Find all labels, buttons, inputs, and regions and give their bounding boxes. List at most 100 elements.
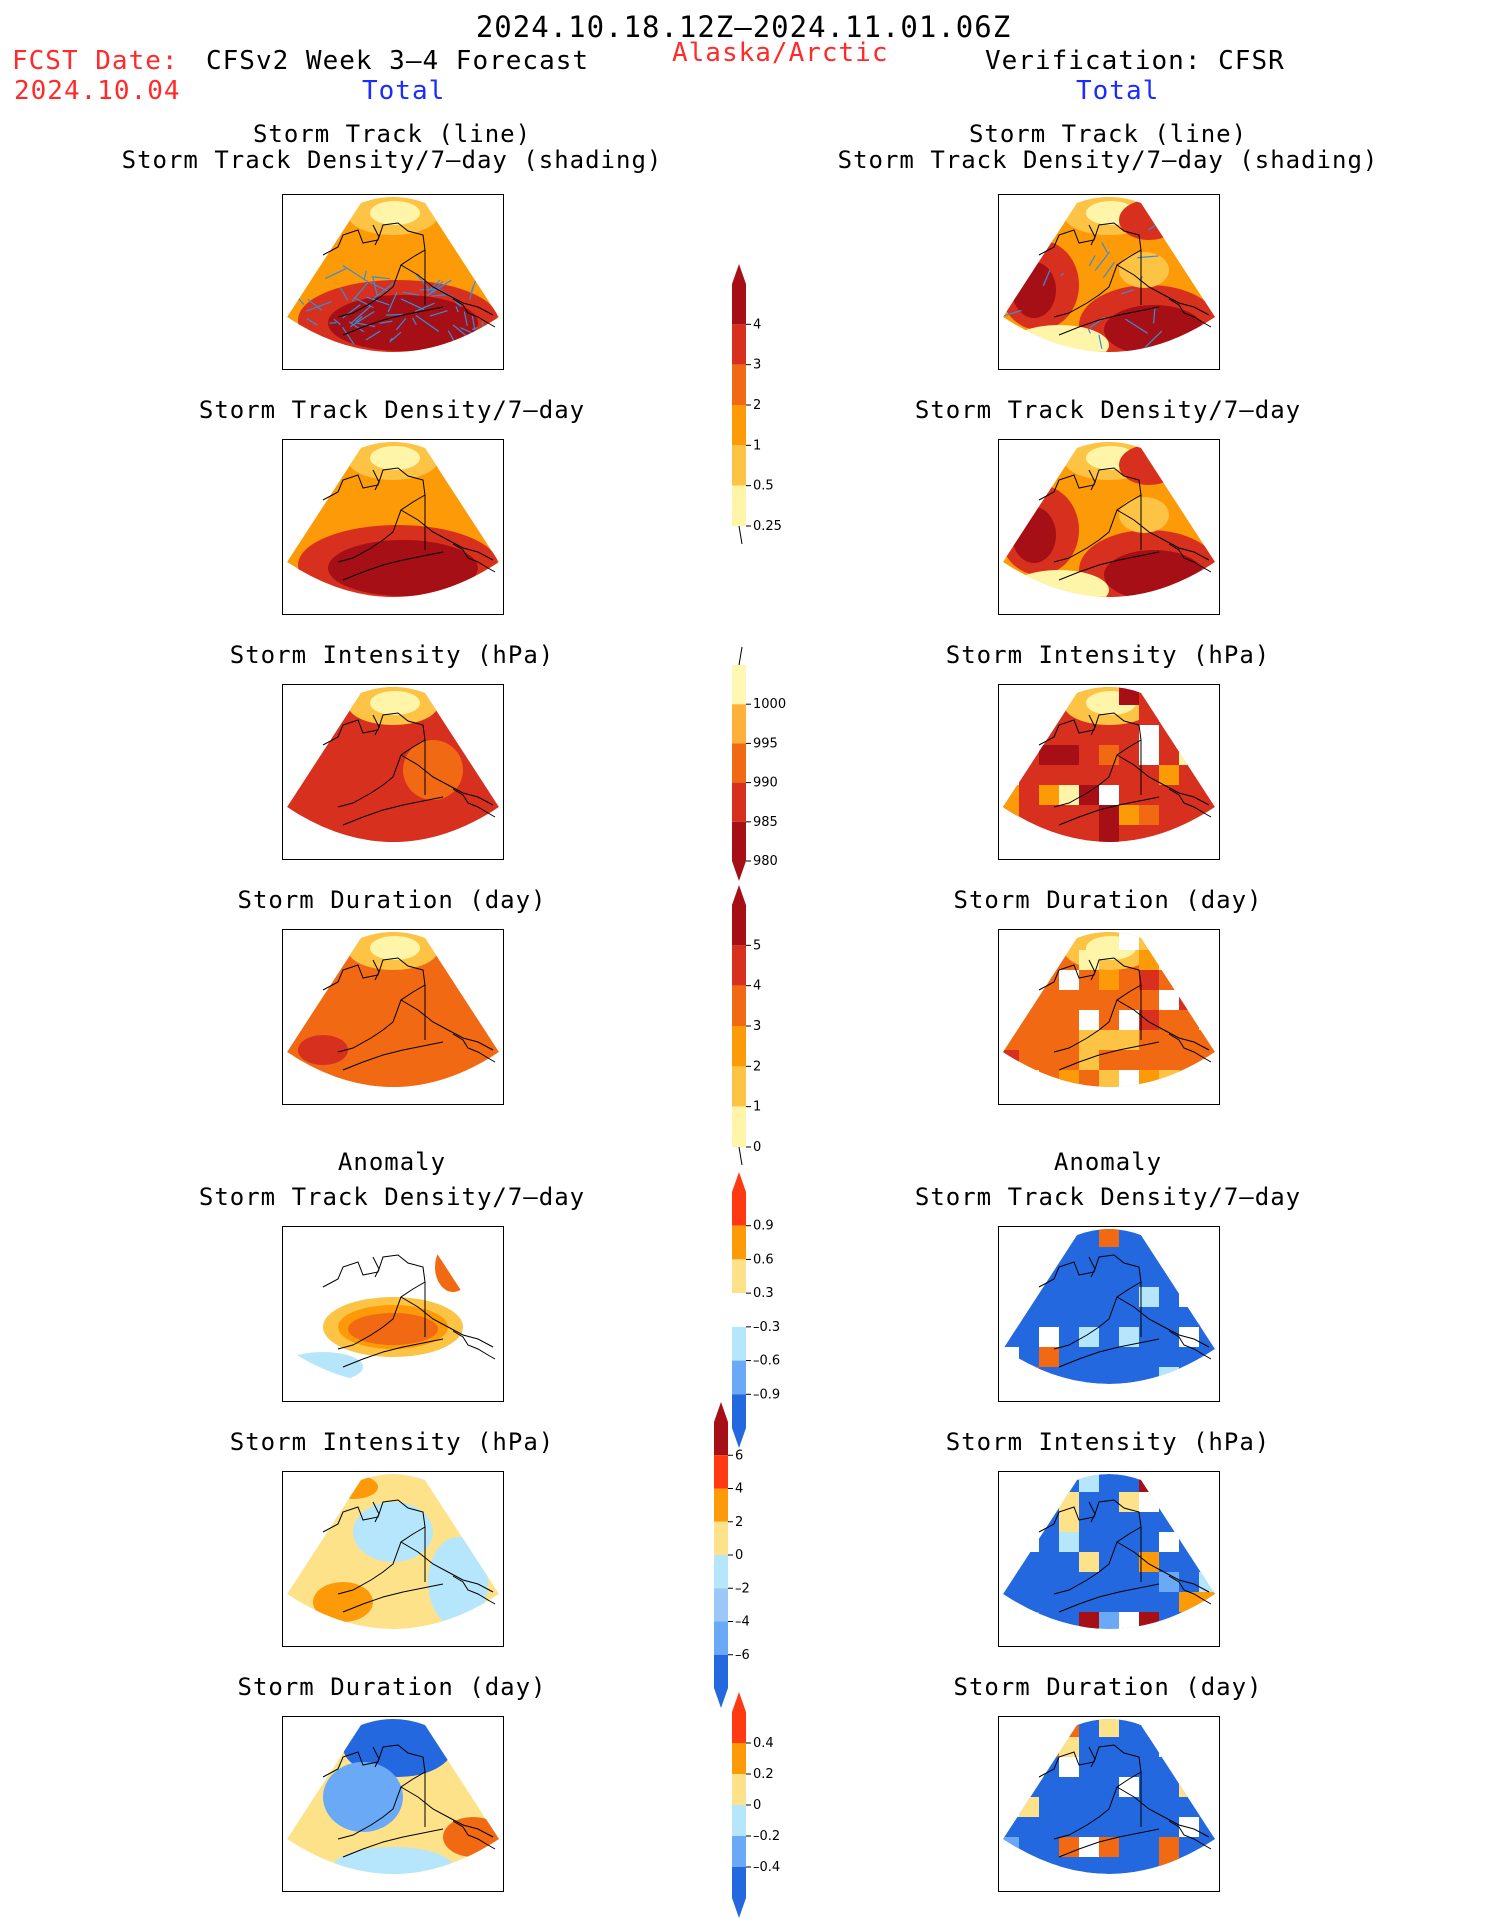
grid-cell [1059, 1070, 1079, 1087]
field-contour-west-core [1012, 507, 1056, 563]
grid-cell [1099, 745, 1119, 765]
grid-cell [1079, 1010, 1099, 1030]
grid-cell [1003, 932, 1019, 950]
grid-cell [1159, 1070, 1179, 1087]
colorbar-tick-label: 2 [753, 1059, 761, 1074]
storm-track-line [1098, 334, 1103, 349]
grid-cell [1179, 990, 1199, 1010]
colorbar-segment [732, 1326, 746, 1361]
grid-cell [1059, 1837, 1079, 1857]
colorbar-tick-label: 0 [753, 1140, 761, 1155]
grid-cell [1139, 1512, 1159, 1532]
panhandle-coast [1168, 1330, 1212, 1360]
island-coast [1088, 224, 1096, 246]
aleutian-chain [1058, 1041, 1160, 1071]
grid-cell [1139, 1474, 1159, 1492]
grid-cell [1019, 1532, 1039, 1552]
grid-cell [1179, 1327, 1199, 1347]
grid-cell [1003, 970, 1019, 990]
region-title: Alaska/Arctic [672, 38, 889, 68]
grid-cell [1099, 1757, 1119, 1777]
right-total-label: Total [1076, 76, 1160, 106]
colorbar-tick-label: 4 [753, 979, 761, 994]
colorbar-segment [732, 1394, 746, 1448]
coastline [1038, 467, 1210, 563]
map-left-duration [282, 929, 504, 1105]
island-coast [1088, 1256, 1096, 1278]
storm-track-line [419, 288, 436, 291]
grid-cell [1199, 1229, 1215, 1247]
map-right-anom-density [998, 1226, 1220, 1402]
grid-cell [1003, 1552, 1019, 1572]
grid-cell [1059, 1532, 1079, 1552]
map-field [1003, 1474, 1215, 1629]
grid-cell [1003, 1737, 1019, 1757]
storm-track-line [415, 273, 429, 290]
aleutian-chain [1058, 306, 1160, 336]
map-outline [322, 957, 496, 1071]
grid-cell [1139, 725, 1159, 745]
coastline [322, 467, 494, 563]
storm-track-line [307, 298, 323, 312]
grid-cell [1159, 1347, 1179, 1367]
colorbar-tick-label: 1000 [753, 697, 786, 712]
colorbar-segment [714, 1521, 728, 1555]
right-track-title-2: Storm Track Density/7–day (shading) [837, 146, 1379, 174]
coastline [322, 1744, 494, 1840]
colorbar-segment [732, 1066, 746, 1107]
storm-track-line [342, 264, 369, 283]
grid-cell [1019, 1090, 1039, 1104]
grid-cell [1099, 785, 1119, 805]
grid-cell [1119, 1552, 1139, 1572]
panhandle-coast [1168, 1575, 1212, 1605]
field-contour-south-core [328, 540, 478, 596]
map-outline [1038, 712, 1212, 826]
grid-cell [1179, 1877, 1199, 1891]
grid-cell [1059, 1719, 1079, 1737]
colorbar-segment [732, 485, 746, 526]
grid-cell [1079, 785, 1099, 805]
grid-cell [1199, 1474, 1215, 1492]
map-field [1003, 197, 1215, 352]
grid-cell [1003, 1492, 1019, 1512]
field-contour-interior [1119, 252, 1169, 288]
grid-cell [1159, 1857, 1179, 1874]
storm-track-line [471, 326, 478, 331]
grid-cell [1099, 1229, 1119, 1247]
grid-cell [1179, 745, 1199, 765]
grid-cell [1119, 1070, 1139, 1087]
field-contour-east [403, 740, 463, 800]
grid-cell [1079, 1612, 1099, 1629]
left-density-title: Storm Track Density/7–day [198, 396, 586, 424]
grid-cell [1119, 932, 1139, 950]
map-right-storm-track [998, 194, 1220, 370]
aleutian-chain [1058, 796, 1160, 826]
aleutian-chain [1058, 551, 1160, 581]
right-intensity-title: Storm Intensity (hPa) [945, 641, 1271, 669]
colorbar-segment [732, 364, 746, 405]
colorbar-segment [732, 1774, 746, 1805]
grid-cell [1099, 845, 1119, 859]
storm-track-line [415, 314, 440, 332]
island-coast [1088, 959, 1096, 981]
grid-cell [1079, 1757, 1099, 1777]
grid-cell [1039, 1229, 1059, 1247]
grid-cell [1039, 1050, 1059, 1070]
grid-cell [1003, 745, 1019, 765]
grid-cell [1099, 1612, 1119, 1629]
storm-track-line [371, 280, 397, 301]
storm-track-line [389, 337, 393, 341]
colorbar-segment [714, 1654, 728, 1708]
grid-cell [999, 1877, 1019, 1891]
colorbar-segment [732, 1867, 746, 1918]
grid-cell [1199, 1737, 1215, 1757]
grid-cell [1099, 1307, 1119, 1327]
grid-cell [1019, 1367, 1039, 1384]
grid-cell [1059, 970, 1079, 990]
grid-cell [1139, 805, 1159, 825]
storm-track-line [1094, 251, 1110, 271]
grid-cell [1199, 1010, 1215, 1030]
map-field [287, 442, 499, 597]
grid-cell [1199, 1572, 1215, 1592]
grid-cell [1159, 1592, 1179, 1612]
